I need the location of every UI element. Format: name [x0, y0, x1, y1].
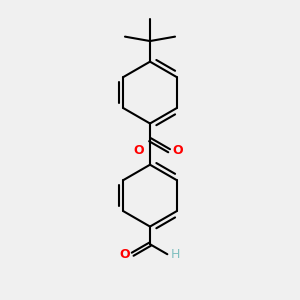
- Text: H: H: [170, 248, 180, 261]
- Text: O: O: [173, 144, 183, 157]
- Text: O: O: [133, 144, 143, 157]
- Text: O: O: [119, 248, 130, 261]
